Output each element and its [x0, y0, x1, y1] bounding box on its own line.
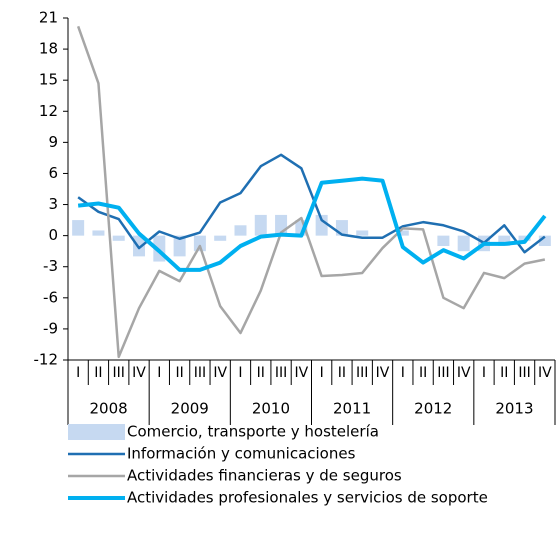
x-tick-label: I — [157, 365, 161, 381]
y-tick-label: 18 — [39, 40, 58, 58]
group-label: 2011 — [333, 400, 371, 418]
y-tick-label: -12 — [34, 351, 59, 369]
bar — [457, 235, 470, 252]
x-tick-label: II — [419, 365, 427, 381]
x-tick-label: IV — [213, 365, 227, 381]
legend-label: Información y comunicaciones — [127, 445, 356, 463]
bar — [396, 230, 409, 236]
bar — [538, 235, 551, 246]
bar — [193, 235, 206, 252]
x-tick-label: II — [500, 365, 508, 381]
bar — [498, 235, 511, 246]
x-tick-label: IV — [294, 365, 308, 381]
y-tick-label: -3 — [43, 257, 58, 275]
bar — [214, 235, 227, 241]
x-tick-label: III — [194, 365, 206, 381]
group-label: 2013 — [495, 400, 533, 418]
x-tick-label: III — [356, 365, 368, 381]
y-tick-label: 6 — [48, 164, 58, 182]
legend-label: Actividades financieras y de seguros — [127, 467, 402, 485]
group-label: 2012 — [414, 400, 452, 418]
legend-swatch — [68, 424, 125, 440]
group-label: 2008 — [89, 400, 127, 418]
y-tick-label: 9 — [48, 133, 58, 151]
y-tick-label: 0 — [48, 226, 58, 244]
x-tick-label: IV — [132, 365, 146, 381]
x-tick-label: II — [338, 365, 346, 381]
y-tick-label: 3 — [48, 195, 58, 213]
x-tick-label: II — [94, 365, 102, 381]
x-tick-label: I — [401, 365, 405, 381]
bar — [112, 235, 125, 241]
y-tick-label: 15 — [39, 71, 58, 89]
line — [77, 176, 547, 272]
y-tick-label: 21 — [39, 9, 58, 27]
bar — [356, 230, 369, 236]
x-tick-label: IV — [376, 365, 390, 381]
y-tick-label: 12 — [39, 102, 58, 120]
x-tick-label: III — [518, 365, 530, 381]
y-tick-label: -6 — [43, 288, 58, 306]
bar — [234, 225, 247, 236]
bar — [254, 214, 267, 236]
bar — [315, 214, 328, 236]
line — [77, 153, 546, 254]
x-tick-label: III — [113, 365, 125, 381]
bar — [92, 230, 105, 236]
x-tick-label: III — [437, 365, 449, 381]
group-label: 2010 — [252, 400, 290, 418]
legend-label: Actividades profesionales y servicios de… — [127, 489, 488, 507]
x-tick-label: IV — [457, 365, 471, 381]
y-tick-label: -9 — [43, 319, 58, 337]
x-tick-label: I — [76, 365, 80, 381]
x-tick-label: II — [257, 365, 265, 381]
group-label: 2009 — [171, 400, 209, 418]
legend-label: Comercio, transporte y hostelería — [127, 423, 379, 441]
bar — [72, 220, 85, 236]
x-tick-label: III — [275, 365, 287, 381]
x-tick-label: I — [320, 365, 324, 381]
x-tick-label: IV — [538, 365, 552, 381]
bar — [437, 235, 450, 246]
x-tick-label: I — [482, 365, 486, 381]
bar — [518, 235, 531, 241]
x-tick-label: II — [175, 365, 183, 381]
bar — [173, 235, 186, 257]
x-tick-label: I — [238, 365, 242, 381]
line — [76, 25, 546, 359]
